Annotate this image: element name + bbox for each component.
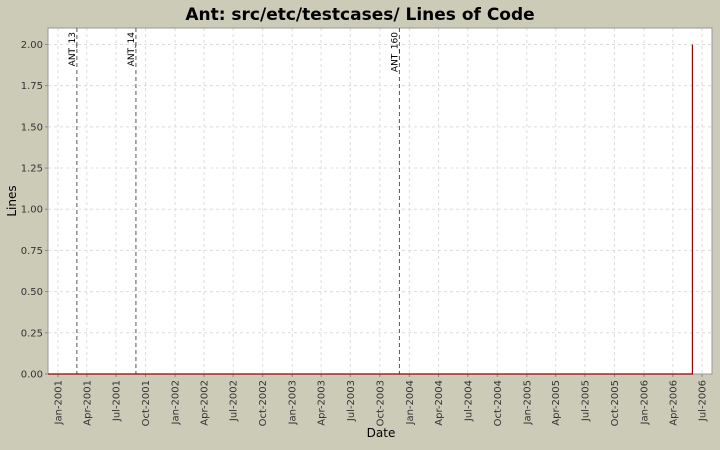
- x-tick-label: Apr-2002: [199, 380, 210, 426]
- y-tick-label: 1.50: [21, 122, 43, 133]
- marker-label: ANT_14: [127, 32, 137, 67]
- y-tick-label: 0.00: [21, 370, 43, 381]
- x-tick-label: Jul-2003: [346, 380, 357, 422]
- x-tick-label: Jul-2002: [229, 380, 240, 422]
- x-tick-label: Jul-2001: [112, 380, 123, 422]
- x-tick-label: Apr-2003: [317, 380, 328, 426]
- x-tick-label: Oct-2005: [610, 380, 621, 426]
- y-tick-label: 1.25: [21, 164, 43, 175]
- x-tick-label: Apr-2006: [668, 380, 679, 426]
- x-tick-label: Jan-2003: [288, 380, 299, 425]
- x-tick-label: Jan-2005: [522, 380, 533, 425]
- y-tick-label: 0.50: [21, 287, 43, 298]
- x-tick-label: Oct-2002: [258, 380, 269, 426]
- y-tick-label: 2.00: [21, 40, 43, 51]
- x-tick-label: Jul-2004: [463, 380, 474, 422]
- x-tick-label: Apr-2001: [82, 380, 93, 426]
- x-tick-label: Jan-2006: [639, 380, 650, 425]
- chart-title: Ant: src/etc/testcases/ Lines of Code: [185, 5, 534, 25]
- y-tick-label: 0.75: [21, 246, 43, 257]
- y-tick-label: 1.00: [21, 205, 43, 216]
- x-tick-label: Jul-2006: [698, 380, 709, 422]
- data-line: [48, 44, 694, 375]
- x-tick-label: Apr-2004: [434, 380, 445, 426]
- x-tick-label: Oct-2001: [141, 380, 152, 426]
- y-tick-label: 0.25: [21, 328, 43, 339]
- x-tick-label: Oct-2004: [493, 380, 504, 426]
- x-tick-label: Jan-2002: [171, 380, 182, 425]
- x-tick-label: Jan-2001: [53, 380, 64, 425]
- x-axis-label: Date: [367, 426, 396, 440]
- marker-label: ANT_13: [68, 32, 78, 66]
- x-tick-label: Apr-2005: [551, 380, 562, 426]
- x-tick-label: Jul-2005: [580, 380, 591, 422]
- y-axis-label: Lines: [5, 185, 19, 216]
- x-tick-label: Oct-2003: [375, 380, 386, 426]
- x-tick-label: Jan-2004: [405, 380, 416, 425]
- marker-label: ANT_160: [390, 32, 400, 72]
- y-tick-label: 1.75: [21, 81, 43, 92]
